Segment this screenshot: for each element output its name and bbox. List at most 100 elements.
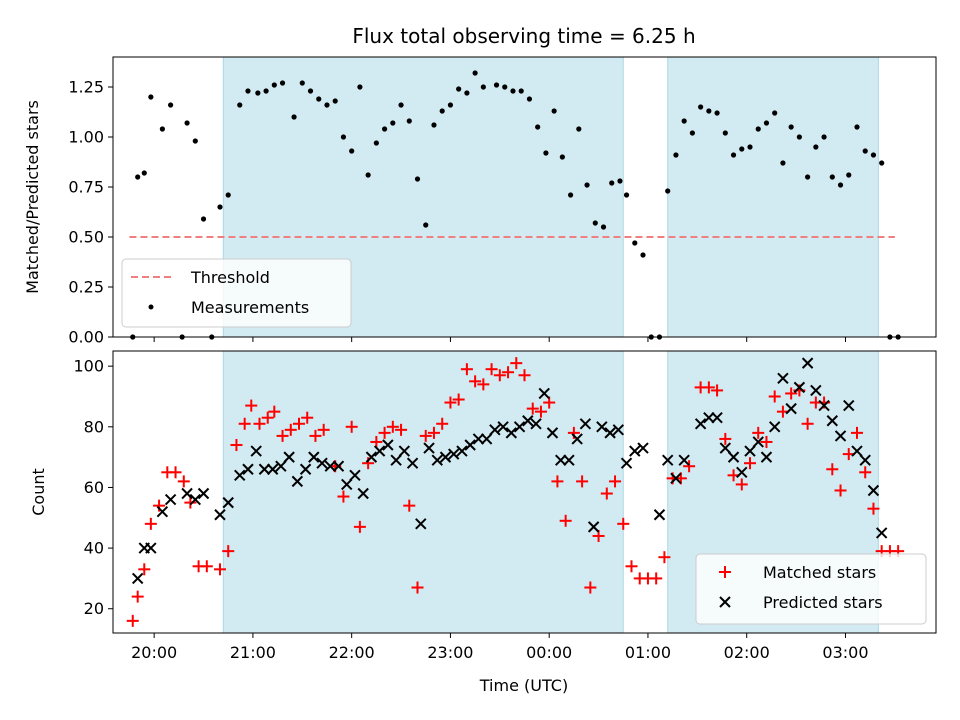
y-tick-label: 80 — [84, 417, 104, 436]
measurement-point — [788, 124, 794, 130]
y-tick-label: 0.25 — [68, 278, 104, 297]
predicted-star-point — [661, 454, 674, 466]
predicted-star-point — [324, 460, 336, 472]
matched-star-point — [292, 417, 305, 430]
measurement-point — [862, 148, 868, 154]
predicted-star-point — [316, 457, 328, 469]
matched-star-point — [683, 460, 696, 473]
predicted-star-point — [859, 454, 871, 466]
measurement-point — [640, 252, 646, 258]
measurement-point — [526, 96, 533, 102]
measurement-point — [576, 126, 582, 132]
matched-star-point — [485, 363, 498, 376]
predicted-star-point — [480, 433, 493, 445]
matched-star-point — [735, 478, 748, 491]
measurement-point — [225, 192, 231, 198]
measurement-point — [805, 174, 811, 180]
measurement-point — [299, 80, 305, 86]
matched-star-point — [353, 520, 366, 533]
matched-star-point — [436, 417, 449, 430]
matched-star-point — [600, 487, 613, 500]
predicted-star-point — [398, 445, 411, 457]
predicted-star-point — [538, 387, 550, 400]
predicted-star-point — [513, 421, 526, 433]
matched-star-point — [510, 357, 523, 370]
matched-legend-swatch — [719, 566, 731, 578]
observing-window-1 — [222, 350, 624, 634]
predicted-star-point — [456, 445, 468, 457]
predicted-star-point — [818, 399, 830, 412]
matched-star-point — [534, 405, 547, 418]
measurement-point — [493, 82, 500, 88]
measurement-point — [357, 84, 363, 90]
measurement-point — [373, 140, 379, 146]
predicted-star-point — [571, 433, 583, 445]
measurement-point — [414, 176, 421, 182]
measurement-point — [518, 88, 524, 94]
predicted-star-point — [793, 381, 806, 394]
measurement-point — [780, 160, 786, 166]
y-axis-ticks: 0.00 0.25 0.50 0.75 1.00 1.25 — [68, 78, 113, 347]
matched-star-point — [184, 496, 197, 509]
measurement-point — [480, 84, 486, 90]
matched-star-point — [702, 381, 715, 394]
matched-star-point — [650, 572, 663, 585]
measurement-point — [307, 88, 314, 94]
predicted-star-point — [266, 463, 279, 475]
matched-star-point — [370, 435, 383, 448]
measurement-point — [237, 102, 243, 108]
count-legend-box — [695, 553, 927, 625]
y-tick-label: 1.25 — [68, 78, 104, 97]
predicted-star-point — [752, 436, 764, 448]
matched-star-point — [138, 563, 151, 576]
measurement-point — [456, 86, 462, 92]
measurement-point — [739, 146, 745, 152]
ratio-panel: 0.00 0.25 0.50 0.75 1.00 1.25 Matched/Predict… — [23, 56, 937, 347]
x-tick-label: 01:00 — [625, 643, 671, 662]
measurement-point — [200, 216, 207, 222]
measurement-point — [381, 126, 388, 132]
matched-star-point — [801, 417, 814, 430]
measurement-point — [184, 120, 190, 126]
matched-star-point — [245, 399, 258, 412]
measurement-point — [192, 138, 198, 144]
y-tick-label: 1.00 — [68, 128, 104, 147]
x-tick-label: 22:00 — [329, 643, 375, 662]
count-points — [126, 357, 905, 627]
matched-star-point — [177, 475, 190, 488]
measurement-point — [829, 174, 835, 180]
predicted-star-point — [489, 424, 501, 436]
predicted-star-point — [332, 460, 345, 472]
matched-star-point — [609, 475, 622, 488]
matched-star-point — [403, 499, 416, 512]
matched-star-point — [768, 390, 781, 403]
measurement-point — [324, 102, 330, 108]
measurement-point — [398, 102, 404, 108]
matched-star-point — [222, 545, 235, 558]
x-axis-ticks: 20:00 21:00 22:00 23:00 00:00 01:00 02:00 03:00 — [131, 633, 869, 662]
measurement-point — [617, 178, 623, 184]
measurement-point — [332, 98, 338, 104]
predicted-star-point — [522, 415, 534, 427]
predicted-star-point — [768, 421, 781, 433]
predicted-star-point — [250, 445, 262, 457]
matched-star-point — [576, 475, 589, 488]
matched-star-point — [395, 423, 408, 436]
x-tick-label: 03:00 — [822, 643, 868, 662]
measurement-point — [502, 84, 508, 90]
matched-star-point — [551, 475, 564, 488]
predicted-star-point — [156, 506, 169, 518]
predicted-star-point — [505, 427, 518, 439]
count-panel-frame — [112, 350, 937, 634]
matched-star-point — [301, 411, 314, 424]
predicted-star-point — [181, 487, 193, 500]
predicted-star-point — [851, 445, 863, 457]
measurement-point — [813, 144, 819, 150]
matched-star-point — [867, 502, 880, 515]
predicted-star-point — [777, 372, 789, 384]
measurement-point — [623, 192, 630, 198]
measurement-point — [772, 110, 778, 116]
predicted-legend-label: Predicted stars — [763, 593, 883, 612]
matched-star-point — [276, 429, 289, 442]
